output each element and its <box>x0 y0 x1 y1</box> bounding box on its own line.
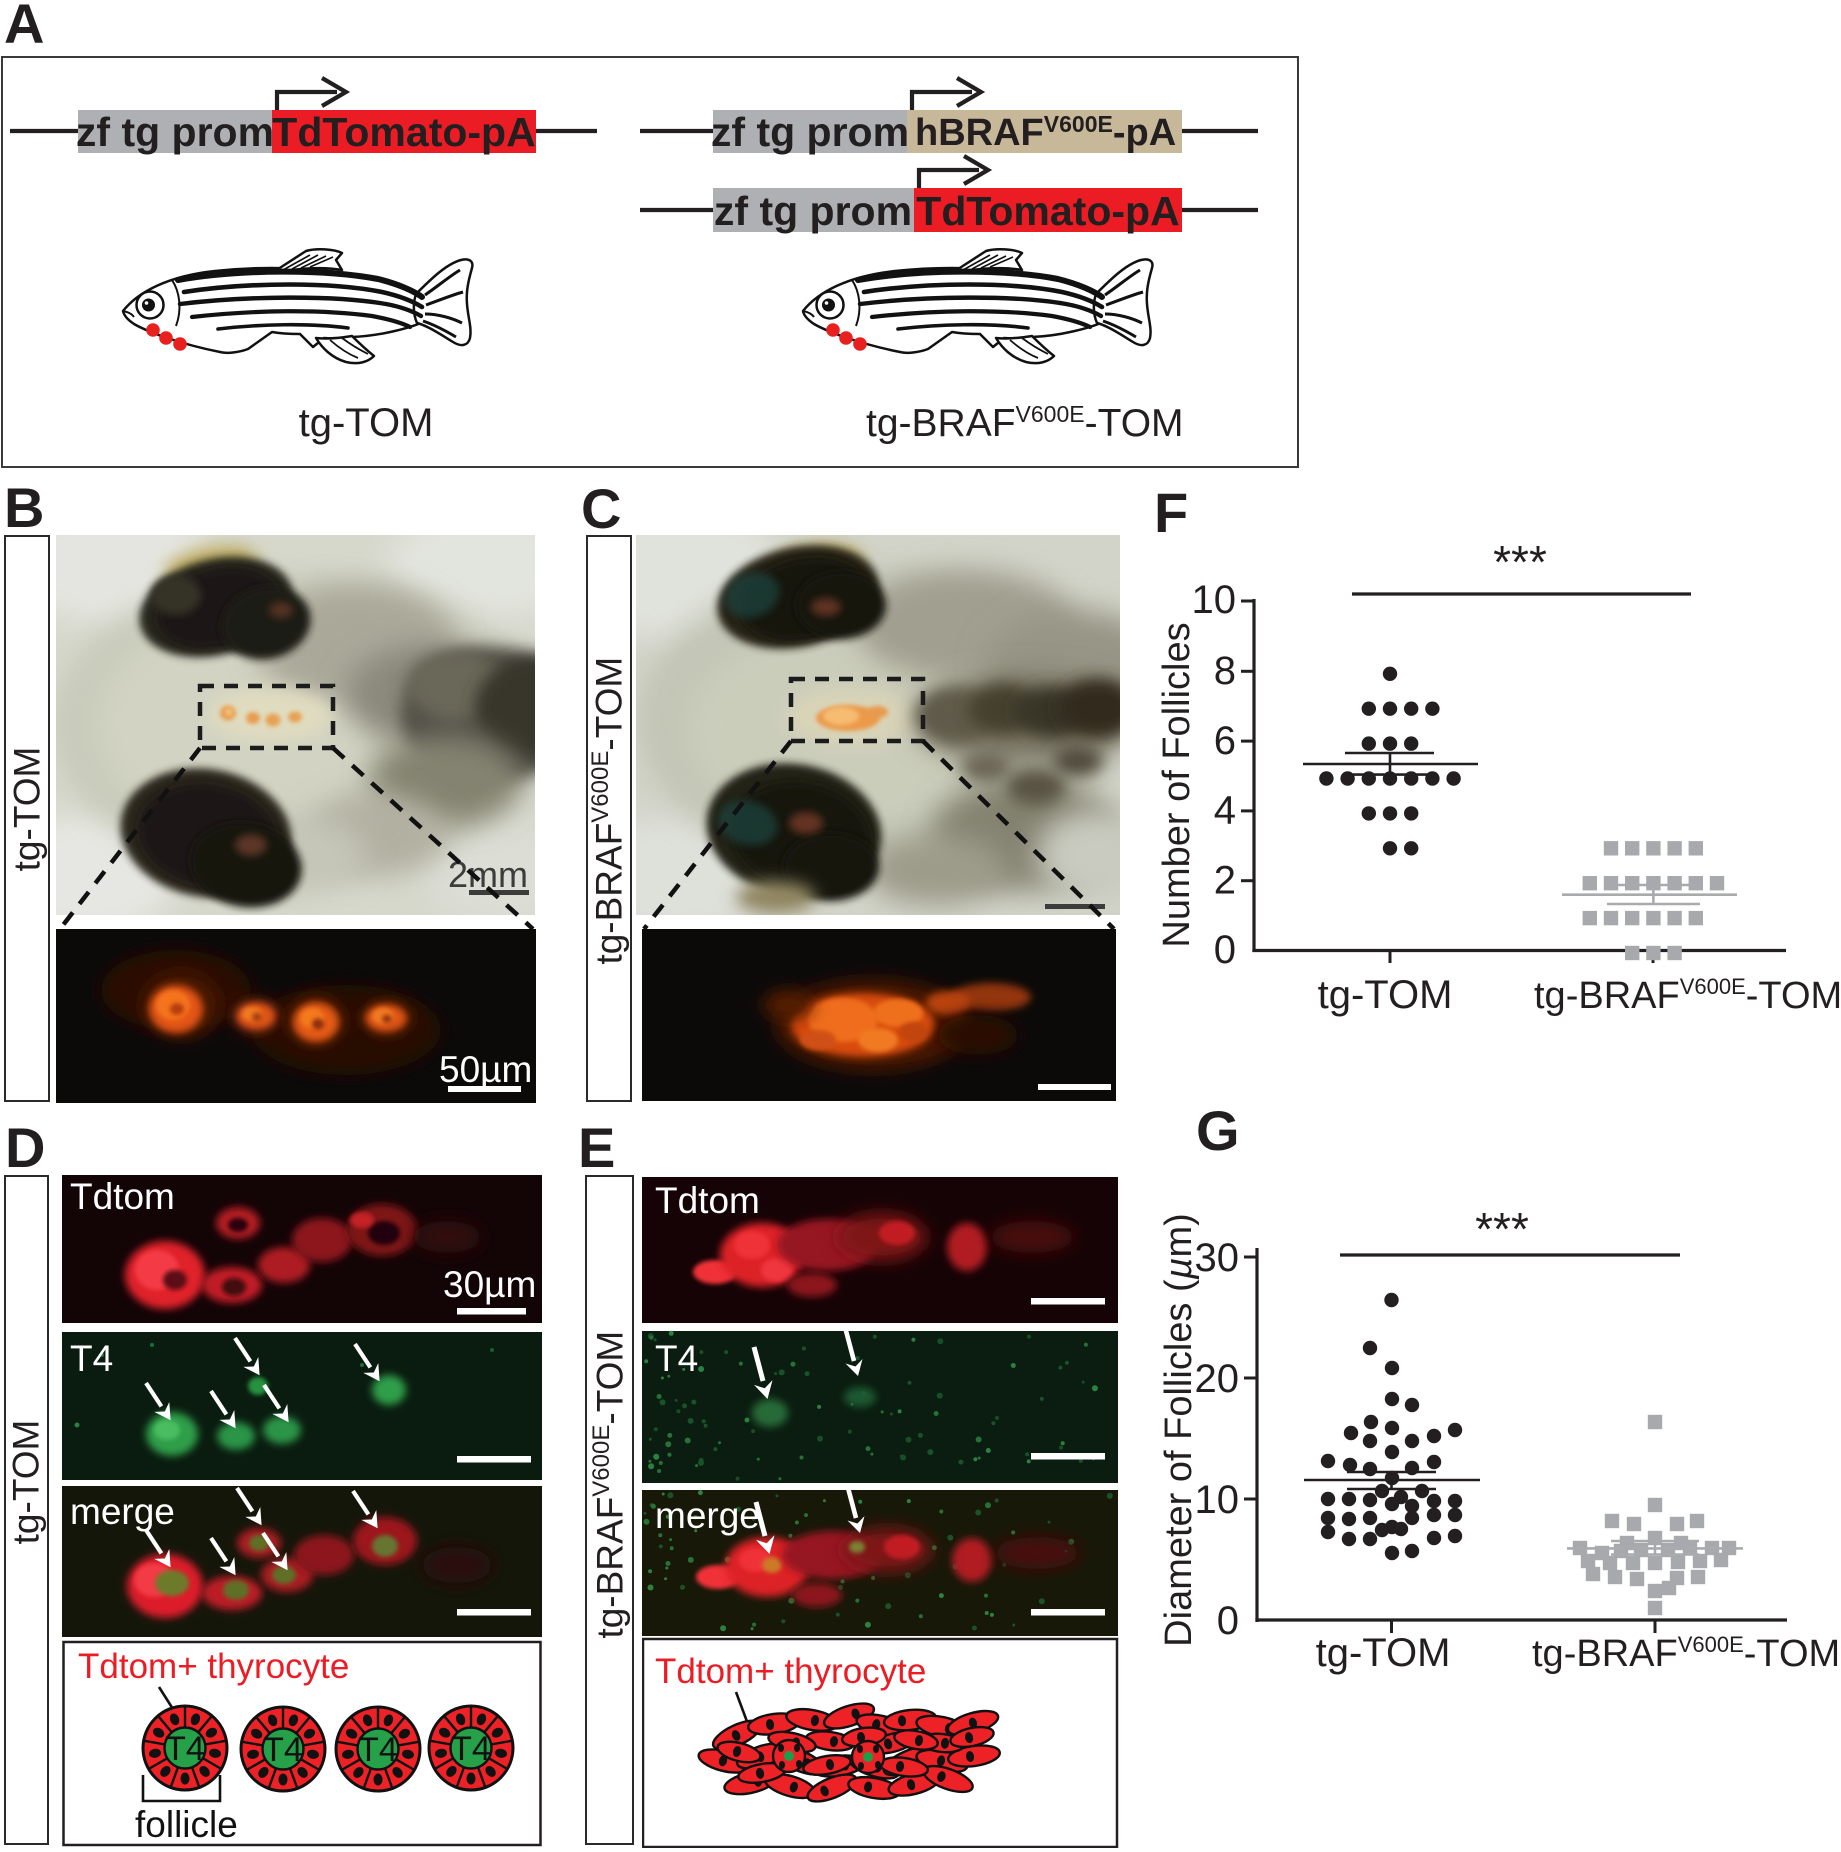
svg-text:***: *** <box>1493 536 1547 588</box>
svg-text:Tdtom: Tdtom <box>655 1180 760 1221</box>
svg-text:T4: T4 <box>70 1338 113 1379</box>
svg-text:TdTomato-pA: TdTomato-pA <box>272 109 535 155</box>
svg-text:50µm: 50µm <box>439 1049 532 1090</box>
svg-text:follicle: follicle <box>135 1804 238 1845</box>
svg-text:tg-BRAFV600E-TOM: tg-BRAFV600E-TOM <box>1534 974 1841 1017</box>
svg-text:Diameter of Follicles (µm): Diameter of Follicles (µm) <box>1158 1213 1200 1647</box>
svg-text:4: 4 <box>1214 789 1236 833</box>
svg-text:TdTomato-pA: TdTomato-pA <box>916 188 1179 234</box>
svg-text:zf tg prom: zf tg prom <box>714 188 912 234</box>
svg-text:Tdtom+ thyrocyte: Tdtom+ thyrocyte <box>78 1647 349 1686</box>
svg-text:2: 2 <box>1214 859 1236 903</box>
svg-text:***: *** <box>1475 1203 1529 1255</box>
svg-text:Tdtom+ thyrocyte: Tdtom+ thyrocyte <box>655 1652 926 1691</box>
svg-text:tg-TOM: tg-TOM <box>299 401 434 445</box>
svg-text:0: 0 <box>1214 928 1236 972</box>
svg-text:30: 30 <box>1195 1236 1240 1280</box>
svg-text:30µm: 30µm <box>443 1264 536 1305</box>
svg-text:tg-TOM: tg-TOM <box>1316 1631 1451 1675</box>
svg-text:20: 20 <box>1195 1357 1240 1401</box>
svg-text:10: 10 <box>1192 578 1237 622</box>
svg-text:merge: merge <box>655 1495 760 1536</box>
svg-text:tg-TOM: tg-TOM <box>1318 973 1453 1017</box>
svg-text:zf tg prom: zf tg prom <box>711 109 909 155</box>
svg-text:Number of Follicles: Number of Follicles <box>1156 622 1198 947</box>
svg-text:hBRAFV600E-pA: hBRAFV600E-pA <box>915 111 1176 154</box>
svg-text:Tdtom: Tdtom <box>70 1176 175 1217</box>
svg-text:zf tg prom: zf tg prom <box>76 109 274 155</box>
svg-text:0: 0 <box>1217 1599 1239 1643</box>
svg-text:merge: merge <box>70 1491 175 1532</box>
svg-text:T4: T4 <box>655 1338 698 1379</box>
svg-text:6: 6 <box>1214 719 1236 763</box>
svg-text:8: 8 <box>1214 649 1236 693</box>
svg-text:10: 10 <box>1195 1478 1240 1522</box>
svg-text:tg-BRAFV600E-TOM: tg-BRAFV600E-TOM <box>1532 1632 1840 1675</box>
svg-text:tg-BRAFV600E-TOM: tg-BRAFV600E-TOM <box>866 401 1184 445</box>
